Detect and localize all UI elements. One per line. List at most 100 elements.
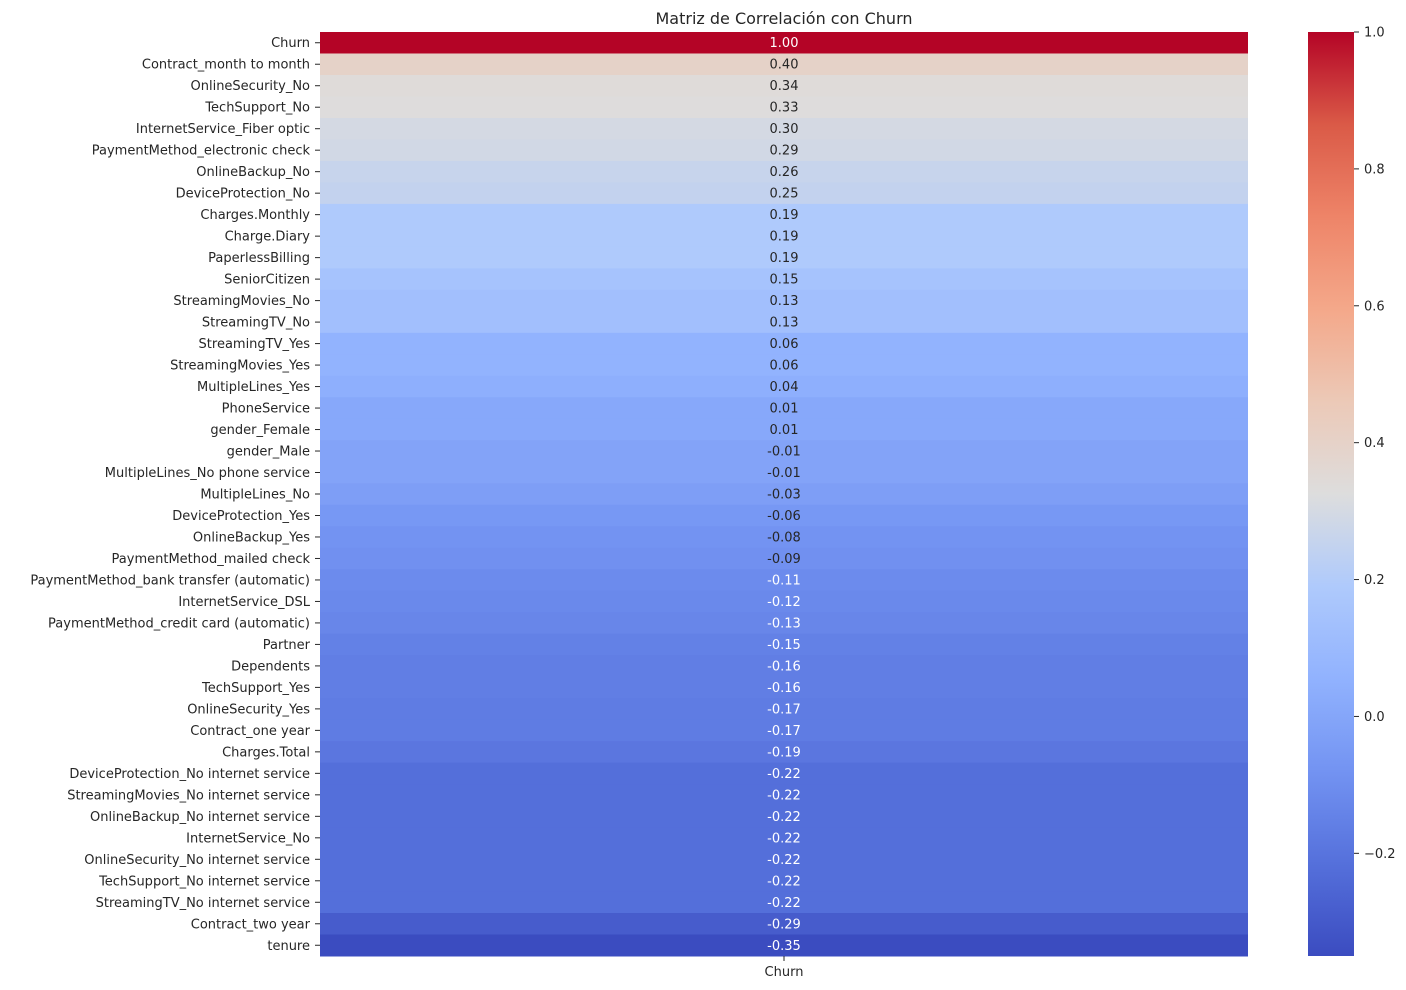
row-label: TechSupport_No: [204, 101, 310, 116]
heatmap-cell: [320, 397, 1248, 420]
cell-value-label: 0.04: [770, 380, 799, 395]
colorbar-tick-label: 0.4: [1364, 436, 1385, 451]
cell-value-label: 0.25: [770, 187, 799, 202]
cell-value-label: 0.29: [770, 144, 799, 159]
heatmap-cell: [320, 32, 1248, 54]
cell-value-label: -0.17: [767, 724, 801, 739]
cell-value-label: 0.33: [770, 101, 799, 116]
heatmap-cell: [320, 74, 1248, 97]
colorbar-tick-label: −0.2: [1364, 847, 1396, 862]
row-label: Contract_two year: [191, 917, 311, 932]
row-label: MultipleLines_Yes: [197, 380, 310, 395]
cell-value-label: 0.30: [770, 122, 799, 137]
row-label: SeniorCitizen: [224, 273, 310, 288]
colorbar-ticks: 1.0 0.8 0.6 0.4 0.2 0.0 −0.2: [1354, 26, 1396, 862]
cell-value-label: -0.09: [767, 552, 801, 567]
row-label: StreamingTV_Yes: [199, 337, 311, 352]
colorbar-gradient: [1308, 32, 1354, 956]
cell-value-label: 0.06: [770, 337, 799, 352]
colorbar-tick-label: 0.0: [1364, 710, 1385, 725]
row-label: StreamingMovies_No internet service: [67, 788, 310, 803]
heatmap-cell: [320, 547, 1248, 570]
heatmap-cell: [320, 633, 1248, 656]
row-label: DeviceProtection_Yes: [172, 509, 310, 524]
cell-value-label: -0.12: [767, 595, 801, 610]
heatmap-cell: [320, 934, 1248, 957]
row-label: DeviceProtection_No internet service: [69, 767, 310, 782]
cell-value-label: -0.11: [767, 573, 801, 588]
cell-value-label: 0.01: [770, 402, 799, 417]
row-label: gender_Male: [227, 445, 310, 460]
heatmap-cell: [320, 848, 1248, 871]
row-label: tenure: [267, 939, 310, 954]
cell-value-label: -0.06: [767, 509, 801, 524]
x-tick-label: Churn: [765, 965, 804, 980]
colorbar-tick-label: 0.8: [1364, 162, 1385, 177]
row-label: OnlineBackup_No internet service: [90, 810, 310, 825]
row-label: InternetService_DSL: [178, 595, 310, 610]
row-label: Churn: [271, 36, 310, 51]
row-label: PaperlessBilling: [208, 251, 310, 266]
heatmap-cell: [320, 53, 1248, 76]
row-labels: Churn Contract_month to month OnlineSecuri…: [30, 36, 320, 954]
cell-value-label: -0.29: [767, 917, 801, 932]
cell-value-label: -0.16: [767, 659, 801, 674]
heatmap-cell: [320, 504, 1248, 527]
cell-value-label: 1.00: [770, 36, 799, 51]
heatmap-cell: [320, 440, 1248, 463]
cell-value-label: -0.01: [767, 466, 801, 481]
heatmap-cells: 1.00 0.40 0.34 0.33 0.30 0.29 0.26 0.25 0.19 0.19…: [320, 32, 1248, 957]
heatmap-cell: [320, 827, 1248, 850]
cell-value-label: -0.13: [767, 616, 801, 631]
cell-value-label: -0.22: [767, 831, 801, 846]
row-label: StreamingTV_No internet service: [96, 896, 310, 911]
cell-value-label: -0.22: [767, 896, 801, 911]
row-label: InternetService_Fiber optic: [136, 122, 310, 137]
x-axis: Churn: [765, 956, 804, 980]
row-label: Partner: [263, 638, 311, 653]
row-label: OnlineBackup_Yes: [193, 530, 310, 545]
heatmap-cell: [320, 698, 1248, 721]
heatmap-cell: [320, 354, 1248, 377]
cell-value-label: 0.19: [770, 230, 799, 245]
row-label: Charges.Monthly: [200, 208, 310, 223]
row-label: TechSupport_No internet service: [98, 874, 310, 889]
heatmap-cell: [320, 655, 1248, 678]
heatmap-cell: [320, 741, 1248, 764]
heatmap-cell: [320, 526, 1248, 549]
heatmap-cell: [320, 289, 1248, 312]
cell-value-label: -0.22: [767, 874, 801, 889]
cell-value-label: -0.22: [767, 810, 801, 825]
row-label: OnlineSecurity_No: [191, 79, 311, 94]
cell-value-label: 0.40: [770, 58, 799, 73]
heatmap-cell: [320, 160, 1248, 183]
heatmap-cell: [320, 483, 1248, 506]
cell-value-label: -0.08: [767, 530, 801, 545]
cell-value-label: -0.35: [767, 939, 801, 954]
heatmap-cell: [320, 719, 1248, 742]
row-label: StreamingMovies_No: [173, 294, 310, 309]
cell-value-label: 0.19: [770, 208, 799, 223]
row-label: DeviceProtection_No: [176, 187, 310, 202]
row-label: PaymentMethod_electronic check: [92, 144, 311, 159]
heatmap-cell: [320, 268, 1248, 291]
row-label: PhoneService: [222, 402, 310, 417]
row-label: Dependents: [231, 659, 310, 674]
cell-value-label: -0.16: [767, 681, 801, 696]
row-label: Contract_one year: [190, 724, 310, 739]
colorbar-tick-label: 1.0: [1364, 26, 1385, 41]
heatmap-cell: [320, 461, 1248, 484]
row-label: PaymentMethod_bank transfer (automatic): [30, 573, 310, 588]
row-label: PaymentMethod_credit card (automatic): [48, 616, 310, 631]
cell-value-label: 0.13: [770, 294, 799, 309]
row-label: TechSupport_Yes: [201, 681, 310, 696]
heatmap-cell: [320, 311, 1248, 334]
row-label: Charge.Diary: [225, 230, 311, 245]
cell-value-label: -0.19: [767, 745, 801, 760]
row-label: OnlineBackup_No: [196, 165, 310, 180]
colorbar-tick-label: 0.2: [1364, 573, 1385, 588]
colorbar: 1.0 0.8 0.6 0.4 0.2 0.0 −0.2: [1308, 26, 1396, 956]
row-label: PaymentMethod_mailed check: [112, 552, 311, 567]
heatmap-cell: [320, 569, 1248, 592]
